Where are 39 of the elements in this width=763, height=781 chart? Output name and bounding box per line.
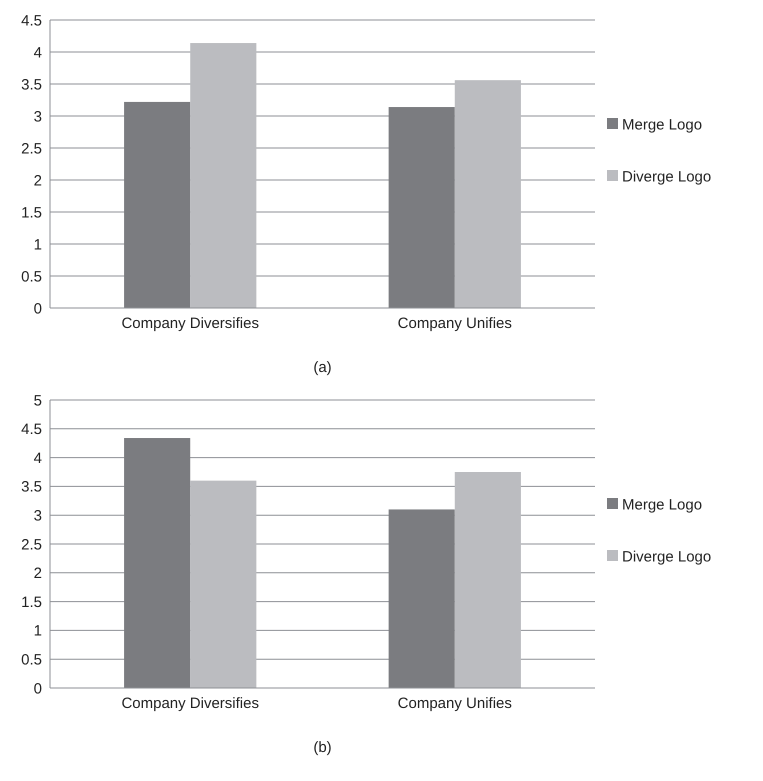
- y-tick-label: 1.5: [21, 594, 42, 611]
- x-tick-label: Company Diversifies: [121, 315, 259, 332]
- legend-label: Merge Logo: [622, 116, 702, 134]
- bar: [124, 102, 190, 308]
- bar: [388, 509, 455, 688]
- y-tick-label: 4: [34, 44, 42, 62]
- y-tick-label: 1: [34, 622, 42, 640]
- x-tick-label: Company Unifies: [398, 695, 512, 712]
- legend-label: Diverge Logo: [622, 168, 712, 186]
- bar: [190, 480, 256, 688]
- x-tick-label: Company Unifies: [398, 315, 512, 332]
- y-tick-label: 4.5: [21, 421, 42, 438]
- bar: [454, 80, 521, 308]
- y-tick-label: 1.5: [21, 204, 42, 222]
- bar: [124, 438, 190, 688]
- y-tick-label: 2: [34, 172, 42, 190]
- y-tick-label: 2.5: [21, 536, 42, 554]
- legend-label: Merge Logo: [622, 496, 702, 514]
- y-tick-label: 0.5: [21, 268, 42, 286]
- y-tick-label: 0: [34, 300, 42, 318]
- y-tick-label: 1: [34, 236, 42, 254]
- y-tick-label: 3.5: [21, 76, 42, 94]
- legend-label: Diverge Logo: [622, 548, 712, 566]
- y-tick-label: 4.5: [21, 12, 42, 30]
- y-tick-label: 3: [34, 507, 42, 524]
- y-tick-label: 3: [34, 108, 42, 126]
- y-tick-label: 2: [34, 565, 42, 582]
- y-tick-label: 3.5: [21, 478, 42, 496]
- text: (b): [313, 739, 332, 756]
- y-tick-label: 5: [34, 392, 42, 410]
- y-tick-label: 2.5: [21, 140, 42, 158]
- bar: [454, 472, 521, 688]
- x-tick-label: Company Diversifies: [121, 695, 259, 712]
- y-tick-label: 0: [34, 680, 42, 698]
- y-tick-label: 4: [34, 450, 42, 467]
- bar: [388, 107, 455, 308]
- bar: [190, 43, 256, 308]
- y-tick-label: 0.5: [21, 651, 42, 668]
- text: (a): [313, 359, 332, 376]
